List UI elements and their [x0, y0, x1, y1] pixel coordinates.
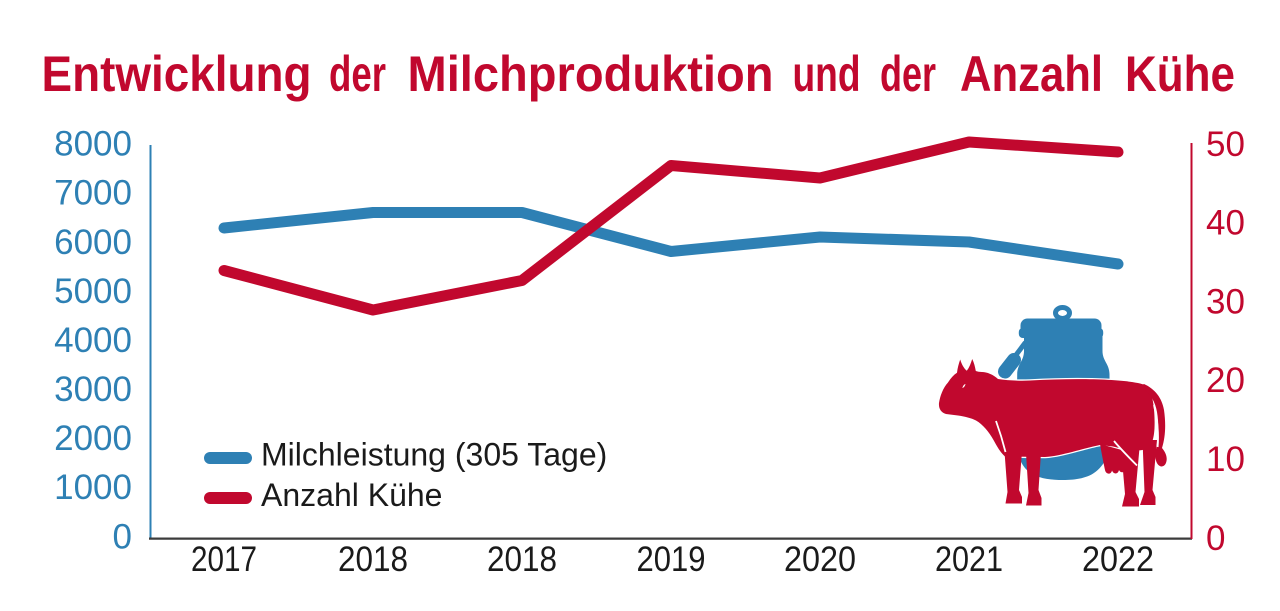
svg-text:8000: 8000: [54, 125, 132, 164]
svg-text:7000: 7000: [54, 174, 132, 213]
svg-text:2020: 2020: [784, 540, 856, 579]
svg-text:3000: 3000: [54, 370, 132, 409]
svg-text:2018: 2018: [487, 540, 557, 579]
svg-text:Entwicklung: Entwicklung: [42, 46, 312, 102]
svg-text:4000: 4000: [54, 321, 132, 360]
svg-text:der: der: [329, 46, 386, 102]
svg-text:20: 20: [1206, 361, 1245, 400]
svg-text:und: und: [793, 46, 861, 102]
svg-text:Anzahl Kühe: Anzahl Kühe: [261, 477, 442, 513]
svg-text:2018: 2018: [338, 540, 408, 579]
svg-text:50: 50: [1206, 125, 1245, 164]
svg-text:Anzahl: Anzahl: [960, 46, 1103, 102]
svg-text:5000: 5000: [54, 272, 132, 311]
svg-text:2021: 2021: [935, 540, 1003, 579]
svg-text:10: 10: [1206, 440, 1245, 479]
svg-text:2019: 2019: [637, 540, 706, 579]
svg-text:6000: 6000: [54, 223, 132, 262]
svg-text:30: 30: [1206, 282, 1245, 321]
svg-text:0: 0: [113, 517, 132, 556]
svg-text:Milchproduktion: Milchproduktion: [408, 46, 774, 102]
svg-text:2000: 2000: [54, 419, 132, 458]
svg-text:der: der: [880, 46, 936, 102]
svg-text:Kühe: Kühe: [1125, 46, 1235, 102]
svg-text:1000: 1000: [54, 468, 132, 507]
svg-text:0: 0: [1206, 519, 1225, 558]
svg-text:2022: 2022: [1082, 540, 1154, 579]
svg-text:Milchleistung (305 Tage): Milchleistung (305 Tage): [261, 437, 607, 473]
svg-text:40: 40: [1206, 204, 1245, 243]
svg-text:2017: 2017: [191, 540, 257, 579]
